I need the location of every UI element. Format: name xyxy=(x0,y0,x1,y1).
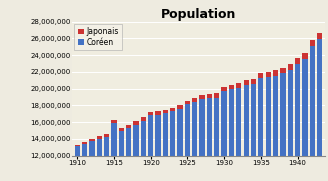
Bar xyxy=(170,108,175,111)
Bar xyxy=(280,73,285,181)
Bar xyxy=(119,128,124,131)
Bar xyxy=(207,94,212,98)
Bar xyxy=(177,109,183,181)
Bar xyxy=(273,75,278,181)
Title: Population: Population xyxy=(161,8,236,21)
Legend: Japonais, Coréen: Japonais, Coréen xyxy=(74,24,122,50)
Bar xyxy=(119,131,124,181)
Bar xyxy=(221,91,227,181)
Bar xyxy=(251,84,256,181)
Bar xyxy=(295,64,300,181)
Bar xyxy=(126,128,131,181)
Bar xyxy=(207,98,212,181)
Bar xyxy=(258,73,263,78)
Bar xyxy=(133,125,139,181)
Bar xyxy=(199,99,205,181)
Bar xyxy=(199,95,205,99)
Bar xyxy=(288,70,293,181)
Bar xyxy=(317,33,322,39)
Bar xyxy=(75,146,80,181)
Bar xyxy=(155,115,161,181)
Bar xyxy=(214,93,219,98)
Bar xyxy=(243,85,249,181)
Bar xyxy=(243,80,249,85)
Bar xyxy=(112,120,117,123)
Bar xyxy=(126,125,131,128)
Bar xyxy=(82,144,87,181)
Bar xyxy=(82,142,87,144)
Bar xyxy=(104,134,109,137)
Bar xyxy=(302,53,308,59)
Bar xyxy=(280,68,285,73)
Bar xyxy=(155,111,161,115)
Bar xyxy=(214,98,219,181)
Bar xyxy=(104,137,109,181)
Bar xyxy=(89,139,94,141)
Bar xyxy=(170,111,175,181)
Bar xyxy=(302,59,308,181)
Bar xyxy=(97,136,102,139)
Bar xyxy=(163,110,168,113)
Bar xyxy=(148,115,154,181)
Bar xyxy=(133,121,139,125)
Bar xyxy=(141,121,146,181)
Bar xyxy=(251,79,256,84)
Bar xyxy=(141,117,146,121)
Bar xyxy=(177,105,183,109)
Bar xyxy=(310,46,315,181)
Bar xyxy=(163,113,168,181)
Bar xyxy=(148,112,154,115)
Bar xyxy=(236,88,241,181)
Bar xyxy=(192,98,197,102)
Bar xyxy=(221,87,227,91)
Bar xyxy=(273,70,278,75)
Bar xyxy=(266,77,271,181)
Bar xyxy=(236,83,241,88)
Bar xyxy=(192,102,197,181)
Bar xyxy=(185,101,190,104)
Bar xyxy=(229,89,234,181)
Bar xyxy=(185,104,190,181)
Bar xyxy=(97,139,102,181)
Bar xyxy=(288,64,293,70)
Bar xyxy=(266,72,271,77)
Bar xyxy=(310,39,315,46)
Bar xyxy=(112,123,117,181)
Bar xyxy=(295,58,300,64)
Bar xyxy=(75,145,80,146)
Bar xyxy=(89,141,94,181)
Bar xyxy=(229,85,234,89)
Bar xyxy=(317,39,322,181)
Bar xyxy=(258,78,263,181)
